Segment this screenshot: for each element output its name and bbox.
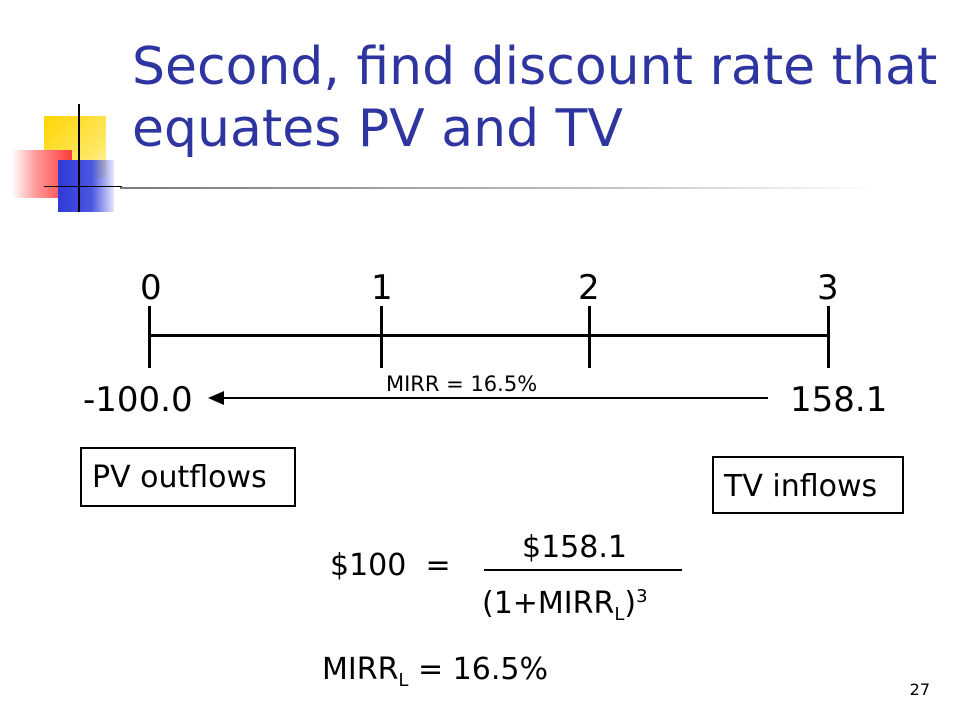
equation-lhs: $100 = [330, 549, 451, 583]
period-label-3: 3 [817, 268, 839, 308]
discount-arrow-head [208, 391, 224, 405]
decorative-horizontal-line [44, 186, 122, 187]
result-suffix: = 16.5% [408, 652, 548, 687]
timeline-tick-2 [588, 306, 591, 368]
equation-denominator: (1+MIRRL)3 [482, 580, 648, 632]
title-line-2: equates PV and TV [132, 99, 623, 159]
title-line-1: Second, find discount rate that [132, 37, 938, 97]
period-label-2: 2 [578, 268, 600, 308]
equation-numerator: $158.1 [522, 530, 627, 565]
pv-outflows-label: PV outflows [92, 460, 267, 495]
timeline-tick-0 [148, 306, 151, 368]
period-label-1: 1 [371, 268, 393, 308]
timeline-axis [149, 334, 830, 337]
denominator-close: ) [624, 586, 637, 621]
period-label-0: 0 [140, 268, 162, 308]
page-number: 27 [909, 680, 930, 699]
denominator-prefix: (1+MIRR [482, 586, 615, 621]
pv-outflows-box: PV outflows [80, 447, 296, 507]
fraction-bar [484, 569, 682, 571]
title-underline [120, 187, 880, 189]
result-prefix: MIRR [322, 652, 399, 687]
start-value: -100.0 [83, 380, 193, 420]
decorative-vertical-line [78, 104, 80, 212]
tv-inflows-box: TV inflows [712, 456, 904, 514]
slide-title: Second, find discount rate that equates … [132, 36, 952, 160]
result-subscript: L [398, 670, 409, 691]
tv-inflows-label: TV inflows [724, 469, 878, 504]
denominator-exponent: 3 [636, 586, 648, 607]
end-value: 158.1 [790, 380, 888, 420]
mirr-rate-label: MIRR = 16.5% [386, 372, 538, 396]
timeline-tick-3 [827, 306, 830, 368]
equation-equals: = [425, 548, 451, 583]
discount-arrow-line [222, 397, 768, 399]
timeline-tick-1 [380, 306, 383, 368]
mirr-result: MIRRL = 16.5% [322, 653, 548, 698]
equation-lhs-value: $100 [330, 548, 407, 583]
denominator-subscript: L [614, 604, 625, 625]
